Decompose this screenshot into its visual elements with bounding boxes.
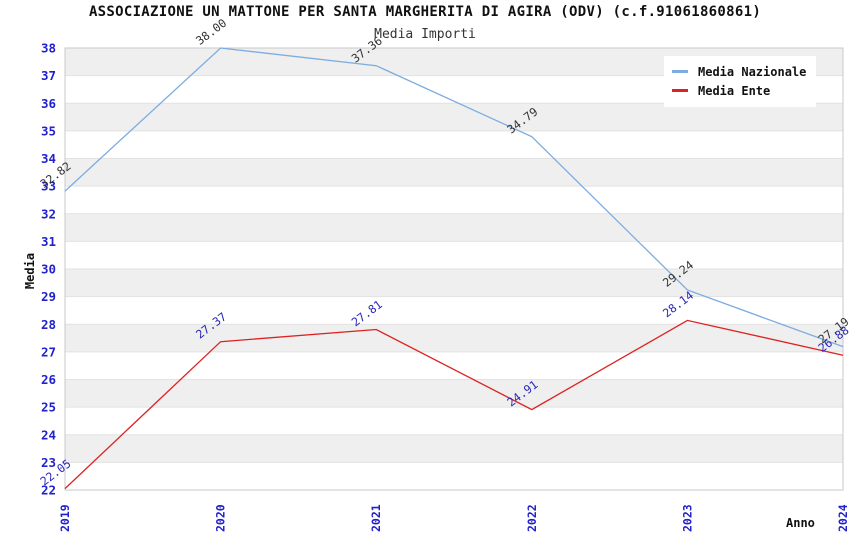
y-tick-label: 25 (41, 400, 56, 415)
y-tick-label: 30 (41, 262, 56, 277)
y-tick-label: 28 (41, 317, 56, 332)
y-tick-label: 26 (41, 372, 56, 387)
legend-swatch-media-ente (672, 89, 688, 92)
legend-swatch-media-nazionale (672, 70, 688, 73)
x-tick-label: 2019 (58, 504, 72, 532)
x-tick-label: 2022 (525, 504, 539, 532)
grid-band (65, 241, 843, 269)
y-tick-label: 31 (41, 234, 56, 249)
y-tick-label: 35 (41, 123, 56, 138)
chart-title: ASSOCIAZIONE UN MATTONE PER SANTA MARGHE… (88, 4, 762, 20)
y-tick-label: 22 (41, 483, 56, 498)
x-axis-title: Anno (786, 516, 815, 530)
legend-label-media-nazionale: Media Nazionale (698, 64, 807, 79)
grid-band (65, 158, 843, 187)
legend-item-media-nazionale: Media Nazionale (672, 62, 808, 81)
grid-band (65, 351, 843, 380)
y-tick-label: 38 (41, 41, 56, 56)
y-tick-label: 23 (41, 455, 56, 470)
y-tick-label: 34 (41, 151, 56, 166)
y-tick-label: 37 (41, 68, 56, 83)
media-ente-line (64, 319, 844, 490)
grid-band (65, 130, 843, 159)
grid-band (65, 296, 843, 325)
legend: Media Nazionale Media Ente (664, 56, 816, 107)
grid-band (65, 407, 843, 435)
legend-item-media-ente: Media Ente (672, 81, 808, 100)
legend-label-media-ente: Media Ente (698, 83, 771, 98)
y-tick-label: 27 (41, 344, 56, 359)
grid-band (65, 103, 843, 131)
y-tick-label: 33 (41, 179, 56, 194)
grid-band (65, 213, 843, 242)
y-tick-label: 29 (41, 289, 56, 304)
grid-band (65, 324, 843, 352)
grid-band (65, 379, 843, 408)
plot-border (64, 47, 844, 491)
media-nazionale-line (64, 47, 844, 348)
y-tick-label: 36 (41, 96, 56, 111)
x-tick-label: 2021 (369, 504, 383, 532)
y-tick-label: 32 (41, 206, 56, 221)
grid-band (65, 269, 843, 297)
y-tick-label: 24 (41, 427, 56, 442)
x-tick-label: 2020 (214, 504, 228, 532)
x-tick-label: 2024 (836, 504, 850, 532)
x-tick-label: 2023 (680, 504, 694, 532)
grid-band (65, 186, 843, 214)
y-axis-title: Media (23, 252, 37, 290)
chart-subtitle: Media Importi (374, 27, 476, 42)
grid-band (65, 462, 843, 490)
grid-band (65, 434, 843, 463)
